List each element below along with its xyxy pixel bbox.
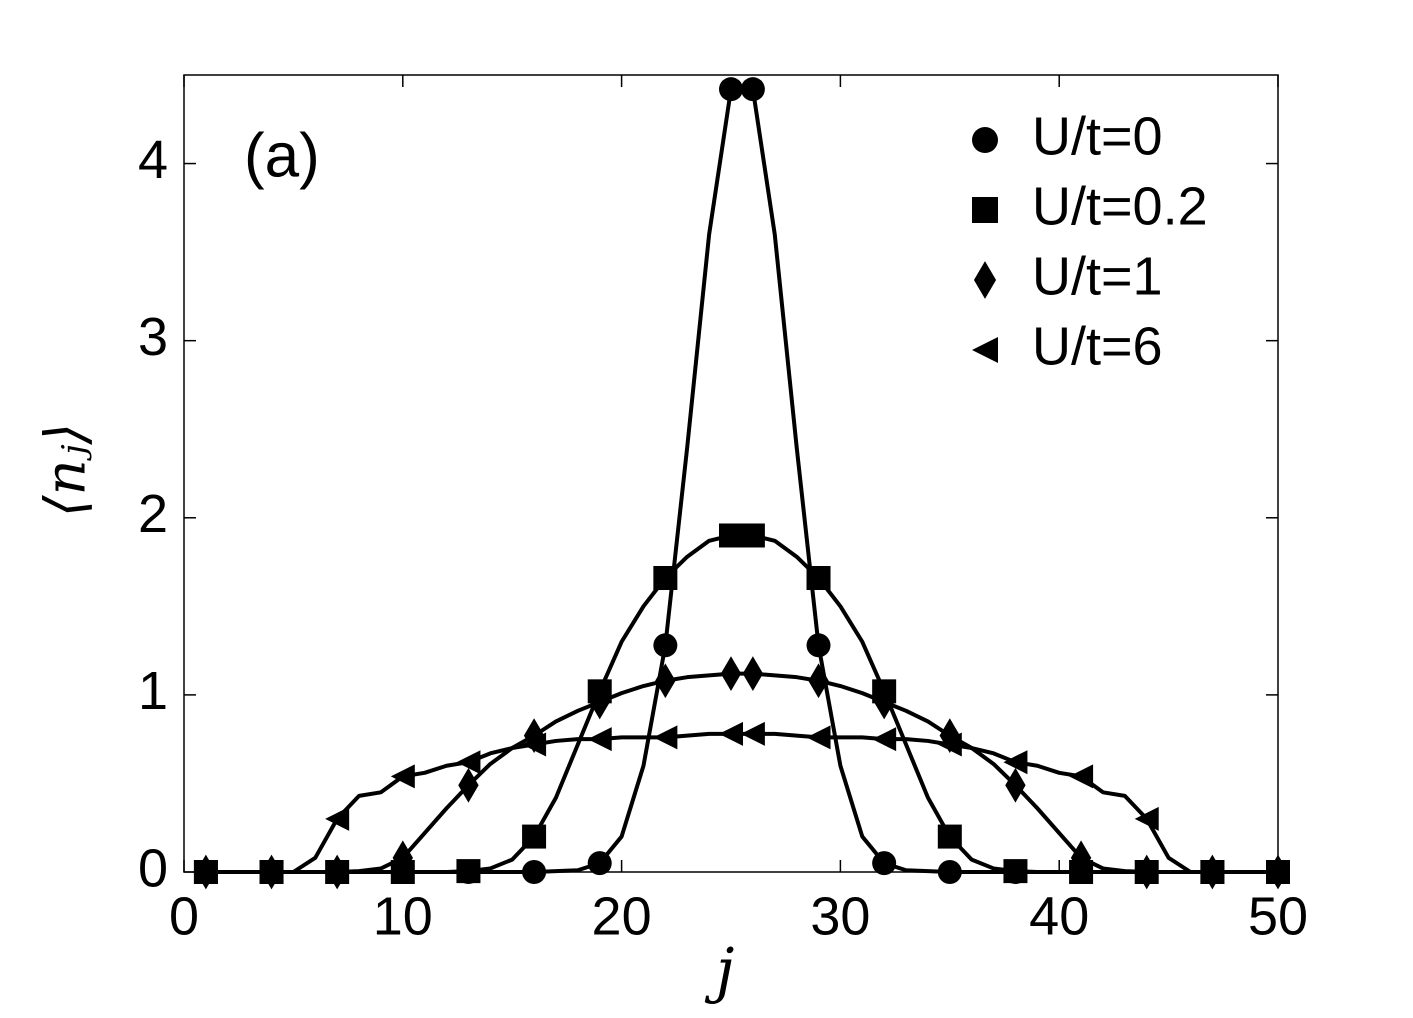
point xyxy=(458,767,479,803)
x-tick-label: 10 xyxy=(373,886,433,946)
legend-marker xyxy=(973,261,997,299)
point xyxy=(937,860,962,884)
point xyxy=(1266,860,1290,884)
legend-marker xyxy=(972,197,998,223)
point xyxy=(872,851,897,876)
y-tick-label: 0 xyxy=(138,838,168,898)
point xyxy=(806,633,831,658)
point xyxy=(939,718,960,754)
point xyxy=(808,663,829,699)
legend-marker xyxy=(972,337,998,363)
point xyxy=(653,565,678,590)
x-tick-label: 20 xyxy=(592,886,652,946)
point xyxy=(1003,750,1028,775)
legend-label: U/t=0.2 xyxy=(1032,176,1208,236)
y-tick-label: 1 xyxy=(138,661,168,721)
point xyxy=(742,656,764,692)
series-line xyxy=(205,731,1278,874)
point xyxy=(522,824,547,849)
point xyxy=(1134,806,1159,831)
point xyxy=(522,860,547,884)
point xyxy=(719,77,743,102)
legend-marker xyxy=(972,127,998,153)
point xyxy=(937,824,962,849)
y-tick-label: 2 xyxy=(138,484,168,544)
y-tick-label: 3 xyxy=(138,307,168,367)
point xyxy=(589,684,610,720)
point xyxy=(1005,767,1026,803)
x-tick-label: 30 xyxy=(810,886,870,946)
x-tick-label: 40 xyxy=(1029,886,1089,946)
point xyxy=(1070,840,1092,876)
point xyxy=(937,732,962,757)
point xyxy=(806,725,831,750)
y-tick-label: 4 xyxy=(138,130,168,190)
point xyxy=(740,721,765,746)
point xyxy=(719,721,743,746)
point xyxy=(720,656,742,692)
point xyxy=(456,859,481,884)
x-tick-label: 0 xyxy=(169,886,199,946)
point xyxy=(326,854,348,890)
point xyxy=(719,523,743,548)
point xyxy=(872,727,897,752)
y-axis-label: ⟨nⱼ⟩ xyxy=(34,423,99,518)
series-line xyxy=(205,533,1278,874)
point xyxy=(456,750,481,775)
point xyxy=(390,764,415,789)
point xyxy=(1069,764,1094,789)
series-line xyxy=(205,671,1278,874)
point xyxy=(523,718,545,754)
point xyxy=(655,663,676,699)
plot-frame xyxy=(183,74,1279,873)
point xyxy=(873,684,895,720)
point xyxy=(1136,854,1157,890)
point xyxy=(587,727,612,752)
point xyxy=(1003,859,1028,884)
point xyxy=(806,565,831,590)
point xyxy=(740,77,765,102)
point xyxy=(1200,860,1225,884)
point xyxy=(587,851,612,876)
point xyxy=(259,860,284,884)
annotation: (a) xyxy=(244,121,320,190)
x-tick-label: 50 xyxy=(1248,886,1308,946)
point xyxy=(653,725,678,750)
point xyxy=(522,732,547,757)
point xyxy=(193,860,218,884)
legend-label: U/t=0 xyxy=(1032,106,1163,166)
x-axis-label: j xyxy=(705,936,735,1006)
point xyxy=(325,806,350,831)
legend-label: U/t=6 xyxy=(1032,316,1163,376)
point xyxy=(653,633,678,658)
point xyxy=(740,523,765,548)
point xyxy=(392,840,413,876)
legend-label: U/t=1 xyxy=(1032,246,1163,306)
